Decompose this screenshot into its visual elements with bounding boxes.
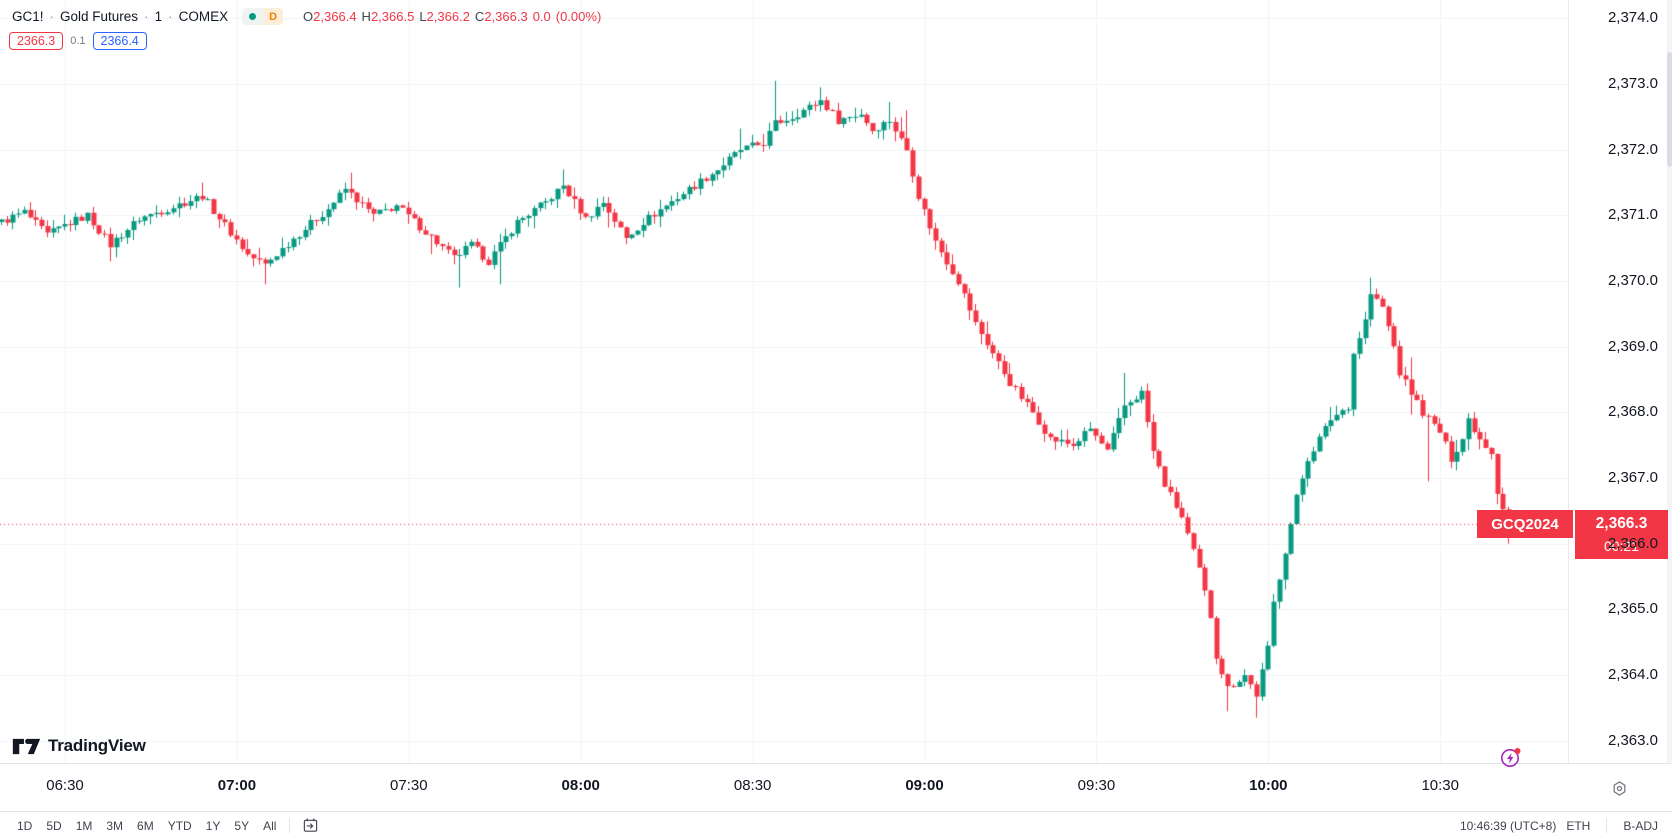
- session-type-button[interactable]: ETH: [1566, 818, 1591, 833]
- time-tick-label: 10:00: [1249, 777, 1288, 794]
- ask-price-badge[interactable]: 2366.4: [92, 32, 147, 50]
- price-tick-label: 2,365.0: [1607, 600, 1658, 618]
- legend-separator: ·: [168, 9, 173, 24]
- range-button-ytd[interactable]: YTD: [167, 818, 192, 833]
- market-status-pill[interactable]: D: [242, 8, 284, 25]
- close-label: C: [474, 9, 485, 24]
- low-value: 2,366.2: [426, 9, 470, 24]
- range-button-1d[interactable]: 1D: [17, 818, 33, 833]
- range-button-3m[interactable]: 3M: [106, 818, 124, 833]
- scrollbar-thumb[interactable]: [1667, 52, 1672, 167]
- range-button-6m[interactable]: 6M: [137, 818, 154, 833]
- close-value: 2,366.3: [484, 9, 528, 24]
- tradingview-logo[interactable]: TradingView: [12, 736, 146, 756]
- price-tick-label: 2,371.0: [1607, 206, 1658, 224]
- range-button-5d[interactable]: 5D: [46, 818, 62, 833]
- time-tick-label: 07:30: [390, 777, 428, 794]
- symbol-ticker[interactable]: GC1!: [12, 9, 44, 24]
- price-tick-label: 2,363.0: [1607, 731, 1658, 749]
- change-percent: (0.00%): [555, 9, 602, 24]
- delayed-data-badge: D: [263, 8, 284, 25]
- toolbar-divider: [289, 818, 291, 833]
- time-tick-label: 06:30: [46, 777, 84, 794]
- bid-ask-spread: 0.1: [70, 35, 86, 47]
- bid-price-badge[interactable]: 2366.3: [9, 32, 64, 50]
- axis-settings-gear-icon[interactable]: [1611, 780, 1628, 797]
- range-button-5y[interactable]: 5Y: [234, 818, 250, 833]
- time-tick-label: 10:30: [1421, 777, 1459, 794]
- price-tick-label: 2,372.0: [1607, 140, 1658, 158]
- price-tick-label: 2,364.0: [1607, 666, 1658, 683]
- open-label: O: [303, 9, 314, 24]
- time-tick-label: 08:00: [561, 777, 600, 794]
- clock-display[interactable]: 10:46:39 (UTC+8): [1459, 818, 1557, 833]
- contract-symbol-label: GCQ2024: [1477, 510, 1573, 538]
- time-axis[interactable]: 06:30 07:00 07:30 08:00 08:30 09:00 09:30 10:00…: [0, 763, 1672, 811]
- current-price-value: 2,366.3: [1595, 515, 1648, 533]
- price-tick-label: 2,368.0: [1607, 403, 1658, 421]
- back-adjustment-button[interactable]: B-ADJ: [1623, 818, 1658, 833]
- high-label: H: [361, 9, 371, 24]
- time-tick-label: 09:30: [1077, 777, 1116, 794]
- time-tick-label: 07:00: [217, 777, 257, 794]
- market-open-dot-icon: [242, 8, 264, 25]
- candlestick-chart-canvas[interactable]: [0, 0, 1568, 763]
- exchange-name[interactable]: COMEX: [178, 9, 229, 24]
- bottom-toolbar: 1D 5D 1M 3M 6M YTD 1Y 5Y All 10:46:39 (UTC+8) ET…: [0, 811, 1672, 839]
- low-label: L: [419, 9, 427, 24]
- toolbar-status-right: 10:46:39 (UTC+8) ETH B-ADJ: [1460, 818, 1658, 833]
- price-axis-separator: [1568, 0, 1569, 763]
- price-tick-label: 2,366.0: [1607, 534, 1658, 552]
- legend-separator: ·: [144, 9, 149, 24]
- market-events-icon[interactable]: [1500, 746, 1522, 768]
- range-button-1y[interactable]: 1Y: [205, 818, 221, 833]
- current-price-label[interactable]: 2,366.3 00:21: [1575, 510, 1668, 559]
- range-button-1m[interactable]: 1M: [75, 818, 93, 833]
- tradingview-logo-text: TradingView: [48, 736, 146, 755]
- price-axis[interactable]: 2,374.0 2,373.0 2,372.0 2,371.0 2,370.0 2,369…: [1569, 0, 1672, 763]
- chart-legend: GC1! · Gold Futures · 1 · COMEX D O2,366…: [9, 8, 601, 50]
- open-value: 2,366.4: [313, 9, 357, 24]
- range-button-all[interactable]: All: [263, 818, 277, 833]
- bar-countdown-timer: 00:21: [1603, 537, 1640, 554]
- time-tick-label: 08:30: [733, 777, 772, 794]
- price-tick-label: 2,369.0: [1607, 337, 1658, 355]
- date-range-buttons: 1D 5D 1M 3M 6M YTD 1Y 5Y All: [10, 817, 283, 835]
- time-tick-label: 09:00: [905, 777, 944, 794]
- high-value: 2,366.5: [370, 9, 415, 24]
- scrollbar-track[interactable]: [1667, 0, 1672, 763]
- price-tick-label: 2,370.0: [1607, 272, 1658, 290]
- go-to-date-button[interactable]: [296, 817, 325, 834]
- calendar-icon: [304, 818, 318, 832]
- toolbar-divider: [1606, 818, 1608, 833]
- legend-separator: ·: [49, 9, 55, 24]
- tradingview-logo-icon: [12, 738, 41, 754]
- symbol-description[interactable]: Gold Futures: [60, 9, 139, 24]
- price-tick-label: 2,374.0: [1607, 9, 1658, 27]
- chart-interval[interactable]: 1: [154, 9, 163, 24]
- price-tick-label: 2,373.0: [1607, 75, 1658, 93]
- ohlc-values: O2,366.4 H2,366.5 L2,366.2 C2,366.3 0.0 …: [303, 9, 601, 24]
- price-tick-label: 2,367.0: [1607, 469, 1658, 487]
- change-value: 0.0: [532, 9, 551, 24]
